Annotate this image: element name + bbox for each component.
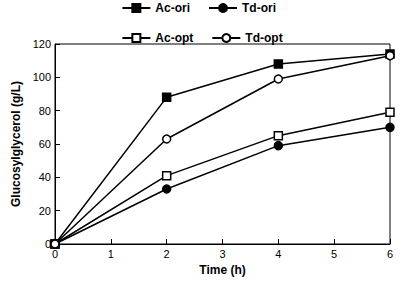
svg-text:4: 4 [275, 248, 281, 260]
svg-text:1: 1 [108, 248, 114, 260]
svg-text:40: 40 [39, 171, 51, 183]
svg-text:Time (h): Time (h) [199, 263, 245, 277]
svg-text:0: 0 [45, 238, 51, 250]
svg-text:6: 6 [387, 248, 393, 260]
svg-text:Glucosylglycerol (g/L): Glucosylglycerol (g/L) [9, 81, 23, 207]
svg-text:Td-opt: Td-opt [245, 31, 282, 45]
svg-text:5: 5 [331, 248, 337, 260]
svg-text:80: 80 [39, 105, 51, 117]
svg-text:2: 2 [164, 248, 170, 260]
svg-text:3: 3 [219, 248, 225, 260]
svg-text:120: 120 [33, 38, 51, 50]
svg-text:Ac-ori: Ac-ori [155, 1, 190, 15]
svg-text:0: 0 [52, 248, 58, 260]
svg-text:100: 100 [33, 71, 51, 83]
svg-text:60: 60 [39, 138, 51, 150]
svg-text:Ac-opt: Ac-opt [155, 31, 193, 45]
svg-text:20: 20 [39, 205, 51, 217]
svg-text:Td-ori: Td-ori [242, 1, 276, 15]
